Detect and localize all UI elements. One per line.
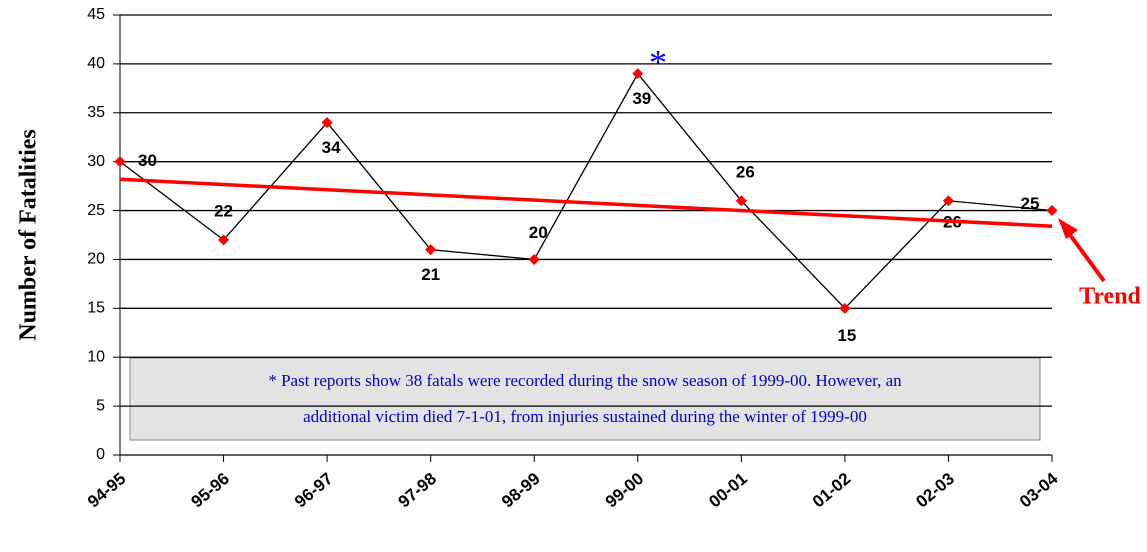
data-label: 22 xyxy=(214,201,233,220)
y-tick-label: 0 xyxy=(96,446,105,463)
marker xyxy=(321,117,333,129)
x-tick-label: 99-00 xyxy=(602,469,648,512)
y-tick-label: 40 xyxy=(87,55,105,72)
data-label: 30 xyxy=(138,151,157,170)
y-tick-label: 25 xyxy=(87,202,105,219)
marker xyxy=(735,195,747,207)
x-tick-label: 01-02 xyxy=(809,469,855,512)
data-label: 34 xyxy=(322,138,341,157)
trend-label: Trend xyxy=(1079,284,1141,310)
data-label: 39 xyxy=(632,89,651,108)
x-tick-label: 03-04 xyxy=(1016,469,1062,512)
series-line xyxy=(119,72,1053,310)
y-tick-label: 20 xyxy=(87,251,105,268)
y-tick-label: 10 xyxy=(87,348,105,365)
x-tick-label: 97-98 xyxy=(395,469,441,512)
marker xyxy=(114,156,126,168)
trend-line xyxy=(119,177,1053,228)
x-tick-label: 96-97 xyxy=(291,469,337,512)
data-label: 21 xyxy=(421,265,440,284)
asterisk: * xyxy=(649,42,667,82)
x-tick-label: 95-96 xyxy=(187,469,233,512)
y-tick-label: 30 xyxy=(87,153,105,170)
marker xyxy=(1046,205,1058,217)
data-label: 20 xyxy=(529,223,548,242)
data-label: 26 xyxy=(736,162,755,181)
y-tick-label: 45 xyxy=(87,6,105,23)
x-tick-label: 00-01 xyxy=(705,469,751,512)
x-tick-label: 02-03 xyxy=(912,469,958,512)
annotation-box xyxy=(129,357,1041,441)
marker xyxy=(632,68,644,80)
marker xyxy=(528,253,540,265)
data-label: 15 xyxy=(837,326,856,345)
trend-arrowhead xyxy=(1058,218,1078,239)
marker xyxy=(218,234,230,246)
x-tick-label: 98-99 xyxy=(498,469,544,512)
data-label: 25 xyxy=(1021,194,1040,213)
y-axis-label: Number of Fatalities xyxy=(16,129,42,341)
y-tick-label: 15 xyxy=(87,300,105,317)
y-tick-label: 35 xyxy=(87,104,105,121)
y-tick-label: 5 xyxy=(96,397,105,414)
marker xyxy=(425,244,437,256)
annotation-line: * Past reports show 38 fatals were recor… xyxy=(268,371,902,390)
marker xyxy=(839,302,851,314)
marker xyxy=(942,195,954,207)
x-tick-label: 94-95 xyxy=(84,469,130,512)
annotation-line: additional victim died 7-1-01, from inju… xyxy=(303,407,867,426)
